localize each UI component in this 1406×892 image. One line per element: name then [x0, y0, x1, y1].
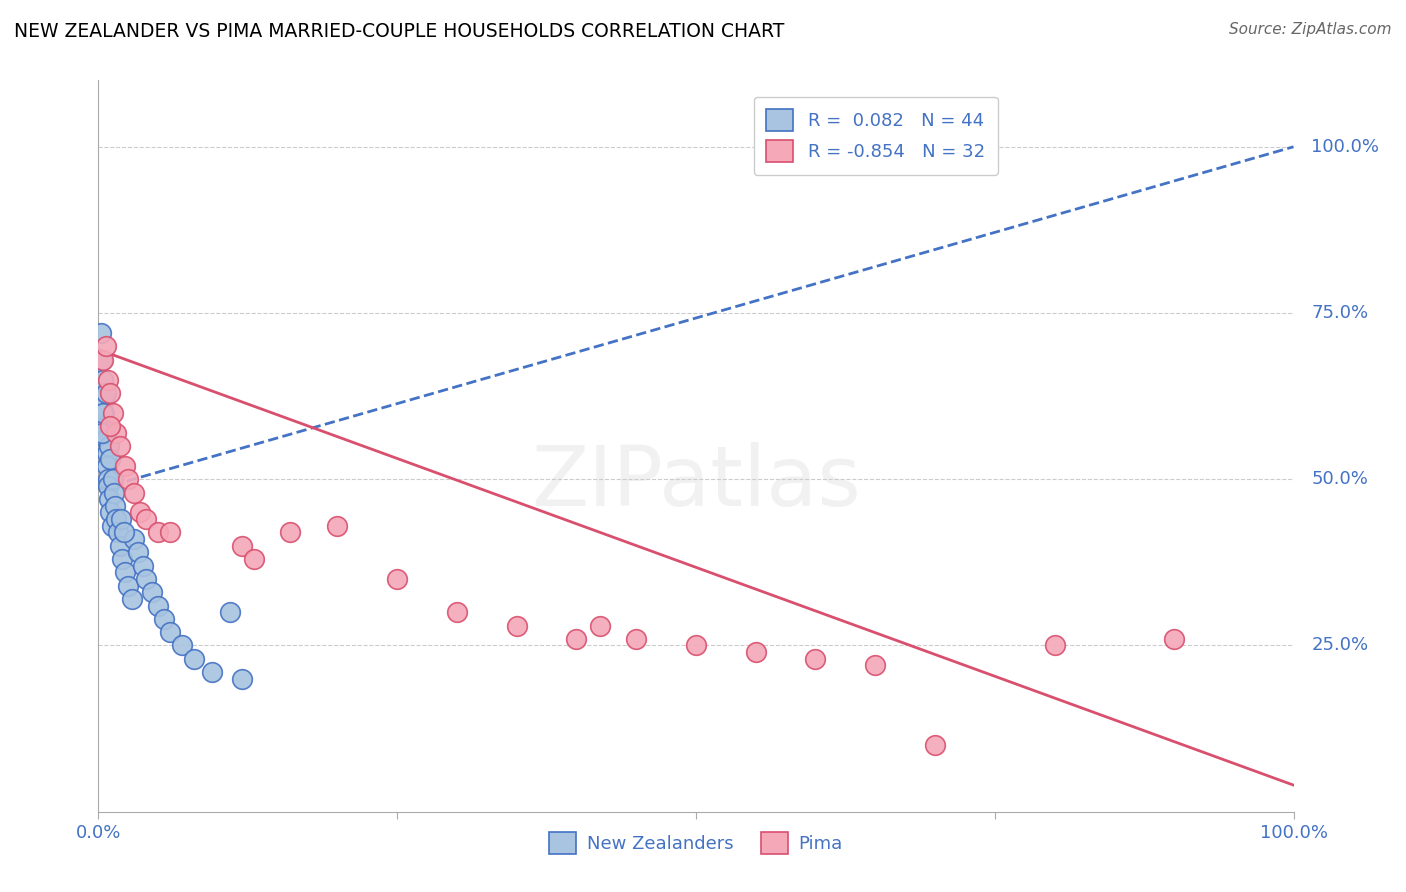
Point: [98, 492, 121, 507]
Point: [565, 632, 588, 646]
Point: [105, 512, 128, 526]
Text: 75.0%: 75.0%: [1312, 304, 1368, 322]
Point: [804, 652, 827, 666]
Point: [589, 618, 612, 632]
Point: [94, 385, 117, 400]
Point: [98, 439, 121, 453]
Point: [112, 525, 135, 540]
Point: [446, 605, 468, 619]
Point: [107, 525, 129, 540]
Point: [97, 479, 120, 493]
Point: [121, 591, 143, 606]
Point: [129, 506, 152, 520]
Point: [104, 499, 127, 513]
Point: [1043, 639, 1066, 653]
Point: [159, 625, 181, 640]
Point: [278, 525, 301, 540]
Point: [96, 458, 118, 473]
Text: 50.0%: 50.0%: [1312, 470, 1368, 488]
Point: [153, 612, 176, 626]
Text: Source: ZipAtlas.com: Source: ZipAtlas.com: [1229, 22, 1392, 37]
Point: [91, 406, 114, 420]
Point: [148, 525, 170, 540]
Point: [172, 639, 194, 653]
Point: [111, 552, 134, 566]
Point: [108, 439, 131, 453]
Point: [98, 385, 122, 400]
Point: [231, 539, 253, 553]
Text: NEW ZEALANDER VS PIMA MARRIED-COUPLE HOUSEHOLDS CORRELATION CHART: NEW ZEALANDER VS PIMA MARRIED-COUPLE HOU…: [14, 22, 785, 41]
Point: [90, 326, 112, 340]
Point: [117, 472, 139, 486]
Point: [91, 352, 114, 367]
Point: [91, 372, 114, 386]
Point: [124, 485, 146, 500]
Point: [626, 632, 648, 646]
Text: 100.0%: 100.0%: [1312, 137, 1379, 156]
Point: [114, 566, 136, 580]
Point: [94, 433, 117, 447]
Point: [865, 658, 887, 673]
Text: 25.0%: 25.0%: [1312, 637, 1368, 655]
Point: [243, 552, 266, 566]
Point: [93, 392, 115, 407]
Point: [148, 599, 170, 613]
Point: [385, 572, 409, 586]
Point: [127, 545, 149, 559]
Point: [108, 539, 131, 553]
Point: [91, 352, 114, 367]
Legend: R =  0.082   N = 44, R = -0.854   N = 32: R = 0.082 N = 44, R = -0.854 N = 32: [754, 96, 998, 175]
Point: [326, 518, 349, 533]
Point: [96, 445, 118, 459]
Point: [745, 645, 768, 659]
Point: [110, 512, 132, 526]
Point: [91, 425, 114, 440]
Text: ZIPatlas: ZIPatlas: [531, 442, 860, 523]
Point: [117, 579, 139, 593]
Point: [135, 572, 157, 586]
Point: [98, 506, 122, 520]
Point: [124, 532, 146, 546]
Point: [105, 425, 128, 440]
Point: [103, 485, 125, 500]
Point: [231, 672, 253, 686]
Point: [94, 419, 117, 434]
Point: [131, 558, 153, 573]
Point: [101, 472, 124, 486]
Point: [201, 665, 224, 679]
Point: [685, 639, 707, 653]
Point: [159, 525, 181, 540]
Point: [93, 406, 115, 420]
Point: [98, 452, 122, 467]
Point: [114, 458, 136, 473]
Point: [1163, 632, 1185, 646]
Point: [506, 618, 529, 632]
Point: [141, 585, 163, 599]
Point: [183, 652, 205, 666]
Point: [924, 738, 946, 752]
Point: [98, 419, 122, 434]
Point: [135, 512, 157, 526]
Point: [97, 372, 120, 386]
Point: [100, 518, 122, 533]
Point: [94, 339, 117, 353]
Point: [97, 472, 120, 486]
Point: [219, 605, 242, 619]
Point: [101, 406, 124, 420]
